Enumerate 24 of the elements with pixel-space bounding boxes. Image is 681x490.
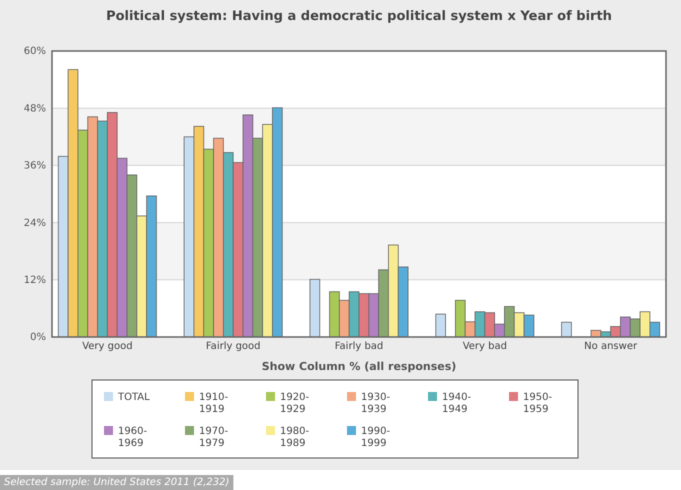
legend-label: 1960-1969 — [118, 426, 148, 449]
legend-label: TOTAL — [117, 392, 150, 403]
y-tick-label: 48% — [24, 103, 46, 114]
legend-label: 1920-1929 — [280, 392, 310, 415]
x-tick-label: Very good — [82, 341, 133, 352]
legend-label: 1950-1959 — [523, 392, 552, 415]
text: Selected sample: United States 2011 (2,232) — [4, 477, 230, 488]
legend-label: 1940-1949 — [442, 392, 472, 415]
x-axis-title: Show Column % (all responses) — [262, 360, 456, 373]
legend-label: 1910-1919 — [199, 392, 228, 415]
y-tick-label: 24% — [24, 218, 46, 229]
x-tick-label: Fairly bad — [334, 341, 384, 352]
y-tick-label: 60% — [24, 46, 46, 58]
x-tick-label: No answer — [584, 341, 638, 352]
chart-title: Political system: Having a democratic political system x Year of birth — [106, 9, 612, 24]
x-tick-label: Fairly good — [206, 341, 261, 352]
legend-label: 1970-1979 — [199, 426, 228, 449]
legend-label: 1930-1939 — [361, 392, 390, 415]
y-tick-label: 0% — [30, 332, 46, 344]
legend-label: 1990-1999 — [361, 426, 390, 449]
legend-label: 1980-1989 — [280, 426, 310, 449]
x-tick-label: Very bad — [462, 341, 507, 352]
y-tick-label: 12% — [24, 275, 46, 286]
y-tick-label: 36% — [24, 160, 46, 172]
